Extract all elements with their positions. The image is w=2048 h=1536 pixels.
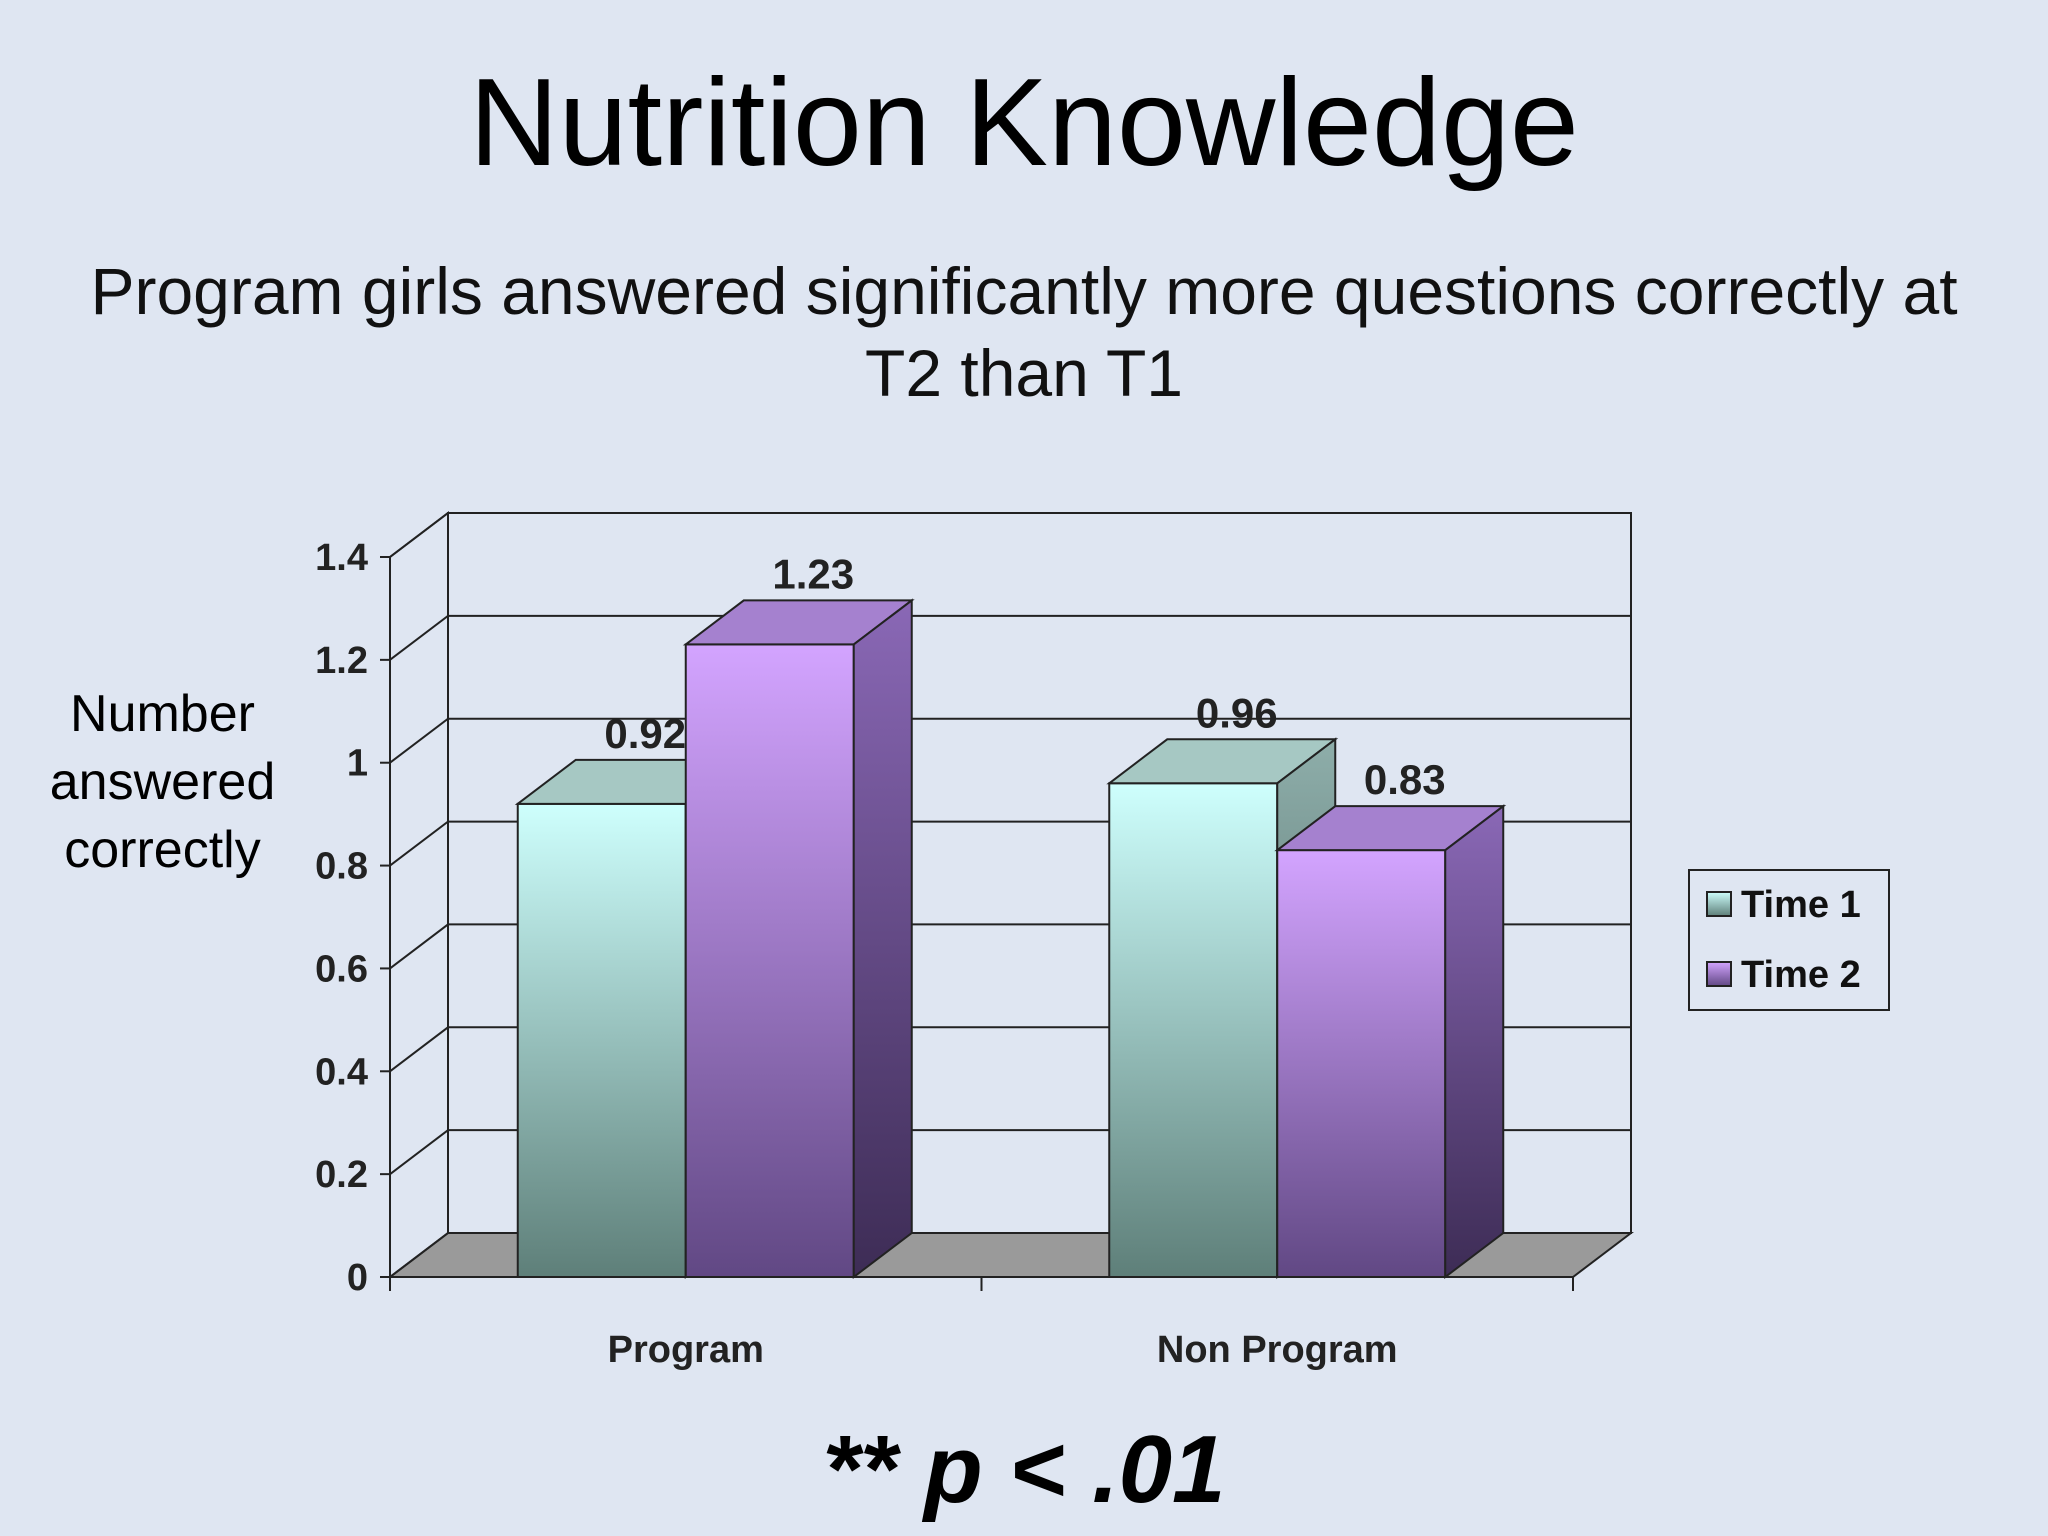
bars: 0.92 1.23 0.96 0.83: [514, 550, 1507, 1280]
data-label: 0.92: [604, 710, 686, 757]
legend-label: Time 1: [1741, 884, 1861, 926]
y-axis-ticks: 0 0.2 0.4 0.6 0.8 1 1.2 1.4: [315, 537, 390, 1299]
y-tick-label: 1.4: [315, 537, 368, 579]
y-axis-label: Number answered correctly: [49, 685, 276, 879]
gridline: [389, 614, 1631, 661]
gridline: [389, 512, 1631, 558]
legend-box: [1688, 869, 1890, 1011]
y-tick-label: 1: [347, 743, 368, 785]
data-label: 0.96: [1196, 689, 1278, 736]
bar-front: [516, 802, 687, 1278]
y-tick-label: 1.2: [315, 640, 368, 682]
bar-front: [684, 643, 855, 1278]
bar-side: [852, 598, 913, 1280]
slide-subtitle: Program girls answered significantly mor…: [90, 254, 1958, 410]
legend: Time 1 Time 2: [1688, 869, 1890, 1011]
data-label: 1.23: [772, 550, 854, 597]
y-tick-label: 0.4: [315, 1051, 368, 1093]
x-category-label: Program: [608, 1329, 764, 1371]
x-axis-categories: Program Non Program: [389, 1277, 1574, 1371]
significance-footnote: ** p < .01: [822, 1416, 1226, 1523]
gridline: [389, 717, 1631, 764]
bar-side: [1444, 804, 1505, 1280]
y-tick-label: 0: [347, 1257, 368, 1299]
y-tick-label: 0.8: [315, 846, 368, 888]
legend-swatch: [1706, 891, 1732, 917]
slide-title: Nutrition Knowledge: [469, 54, 1579, 192]
data-label: 0.83: [1364, 756, 1446, 803]
legend-swatch: [1706, 961, 1732, 987]
bar-front: [1276, 849, 1447, 1279]
chart-side-wall: [389, 510, 449, 1280]
y-tick-label: 0.6: [315, 948, 368, 990]
bar-chart: 0 0.2 0.4 0.6 0.8 1 1.2 1.4 0.92 1.23 0.96 0.83 Pr…: [315, 510, 1890, 1371]
legend-label: Time 2: [1741, 954, 1861, 996]
bar-front: [1108, 782, 1279, 1278]
y-tick-label: 0.2: [315, 1154, 368, 1196]
x-category-label: Non Program: [1157, 1329, 1398, 1371]
